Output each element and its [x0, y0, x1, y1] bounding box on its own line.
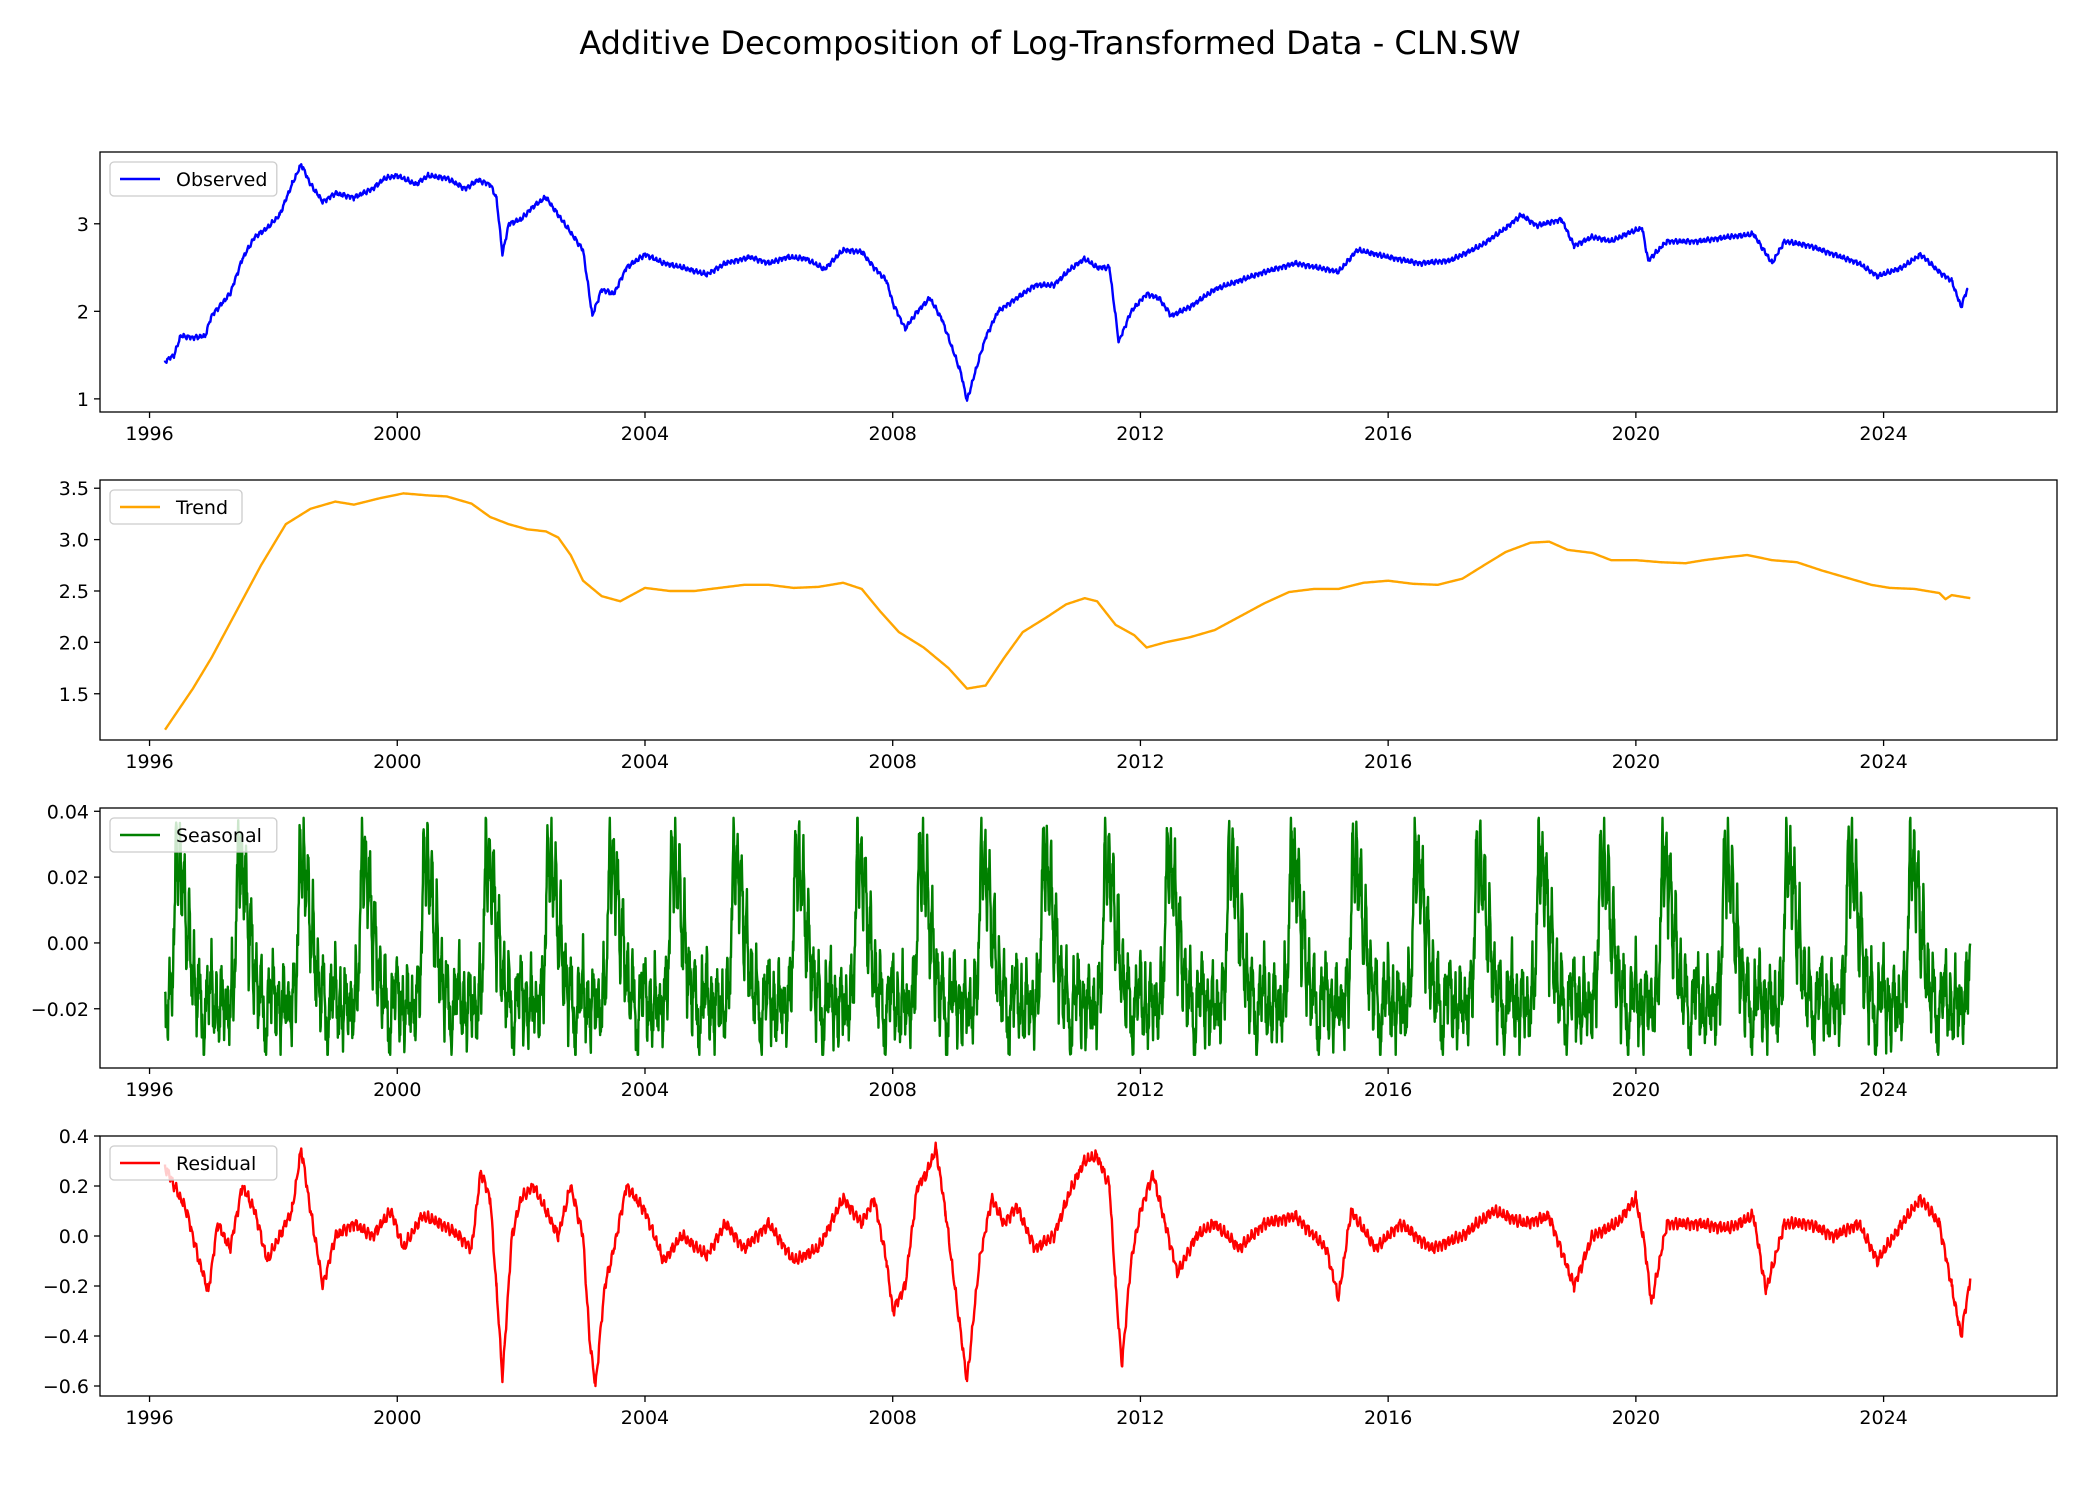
trend-axes-frame [99, 479, 2058, 741]
residual-x-tick-label: 2020 [1612, 1407, 1660, 1429]
residual-x-tick-label: 2012 [1116, 1407, 1164, 1429]
observed-x-tick-label: 2004 [621, 423, 669, 445]
residual-y-tick-label: 0.0 [59, 1226, 89, 1248]
observed-y-tick-label: 2 [77, 301, 89, 323]
seasonal-legend-label: Seasonal [176, 825, 262, 847]
seasonal-axes-frame [99, 807, 2058, 1069]
seasonal-x-tick-label: 2024 [1859, 1079, 1907, 1101]
seasonal-legend-box [109, 817, 278, 853]
observed-x-tick-label: 2024 [1859, 423, 1907, 445]
observed-x-tick-label: 2008 [869, 423, 917, 445]
trend-legend: Trend [109, 489, 243, 525]
observed-series-line [163, 163, 1969, 402]
residual-legend: Residual [109, 1145, 278, 1181]
residual-x-tick-label: 2004 [621, 1407, 669, 1429]
residual-x-tick-label: 2016 [1364, 1407, 1412, 1429]
trend-x-tick-label: 2024 [1859, 751, 1907, 773]
seasonal-x-tick-label: 2000 [373, 1079, 421, 1101]
trend-legend-box [109, 489, 243, 525]
seasonal-panel: 1996 2000 2004 2008 2012 2016 2020 2024 −0.02 0.0… [31, 801, 2058, 1101]
panels: 1996 2000 2004 2008 2012 2016 2020 2024 1 2 3 Obser… [31, 151, 2058, 1429]
seasonal-y-tick-label: −0.02 [31, 999, 89, 1021]
trend-x-tick-label: 2008 [869, 751, 917, 773]
observed-panel: 1996 2000 2004 2008 2012 2016 2020 2024 1 2 3 Obser… [77, 151, 2058, 445]
residual-x-tick-label: 2008 [869, 1407, 917, 1429]
observed-x-tick-label: 1996 [125, 423, 173, 445]
residual-axes-frame [99, 1135, 2058, 1397]
seasonal-x-tick-label: 2016 [1364, 1079, 1412, 1101]
observed-y-tick-label: 3 [77, 214, 89, 236]
observed-y-tick-label: 1 [77, 389, 89, 411]
trend-y-tick-label: 3.0 [59, 530, 89, 552]
residual-y-tick-label: 0.4 [59, 1126, 89, 1148]
residual-y-tick-label: 0.2 [59, 1176, 89, 1198]
seasonal-x-tick-label: 2020 [1612, 1079, 1660, 1101]
seasonal-series-line [163, 816, 1972, 1057]
residual-x-tick-label: 1996 [125, 1407, 173, 1429]
residual-legend-box [109, 1145, 278, 1181]
seasonal-x-tick-label: 2004 [621, 1079, 669, 1101]
trend-x-tick-label: 1996 [125, 751, 173, 773]
residual-legend-label: Residual [176, 1153, 256, 1175]
seasonal-y-tick-label: 0.02 [47, 867, 89, 889]
trend-panel: 1996 2000 2004 2008 2012 2016 2020 2024 1.5 2.0 2.… [59, 478, 2058, 773]
seasonal-y-tick-label: 0.00 [47, 933, 89, 955]
trend-y-tick-label: 3.5 [59, 478, 89, 500]
observed-x-tick-label: 2020 [1612, 423, 1660, 445]
trend-x-tick-label: 2016 [1364, 751, 1412, 773]
trend-y-tick-label: 1.5 [59, 684, 89, 706]
residual-y-tick-label: −0.6 [43, 1376, 89, 1398]
trend-y-tick-label: 2.5 [59, 581, 89, 603]
residual-x-tick-label: 2000 [373, 1407, 421, 1429]
trend-x-tick-label: 2004 [621, 751, 669, 773]
residual-y-tick-label: −0.4 [43, 1326, 89, 1348]
seasonal-y-tick-label: 0.04 [47, 801, 89, 823]
trend-x-tick-label: 2012 [1116, 751, 1164, 773]
observed-x-tick-label: 2016 [1364, 423, 1412, 445]
seasonal-legend: Seasonal [109, 817, 278, 853]
seasonal-x-tick-label: 1996 [125, 1079, 173, 1101]
observed-x-tick-label: 2000 [373, 423, 421, 445]
trend-x-tick-label: 2000 [373, 751, 421, 773]
observed-legend-box [109, 161, 278, 197]
observed-x-tick-label: 2012 [1116, 423, 1164, 445]
seasonal-x-tick-label: 2012 [1116, 1079, 1164, 1101]
residual-x-tick-label: 2024 [1859, 1407, 1907, 1429]
trend-legend-label: Trend [175, 497, 228, 519]
trend-x-tick-label: 2020 [1612, 751, 1660, 773]
residual-panel: 1996 2000 2004 2008 2012 2016 2020 2024 −0.6 −0.4… [43, 1126, 2058, 1429]
seasonal-x-tick-label: 2008 [869, 1079, 917, 1101]
observed-legend-label: Observed [176, 169, 267, 191]
observed-legend: Observed [109, 161, 278, 197]
observed-axes-frame [99, 151, 2058, 413]
residual-series-line [163, 1141, 1972, 1388]
figure-title: Additive Decomposition of Log-Transforme… [579, 24, 1520, 62]
trend-series-line [164, 492, 1971, 731]
residual-y-tick-label: −0.2 [43, 1276, 89, 1298]
trend-y-tick-label: 2.0 [59, 632, 89, 654]
